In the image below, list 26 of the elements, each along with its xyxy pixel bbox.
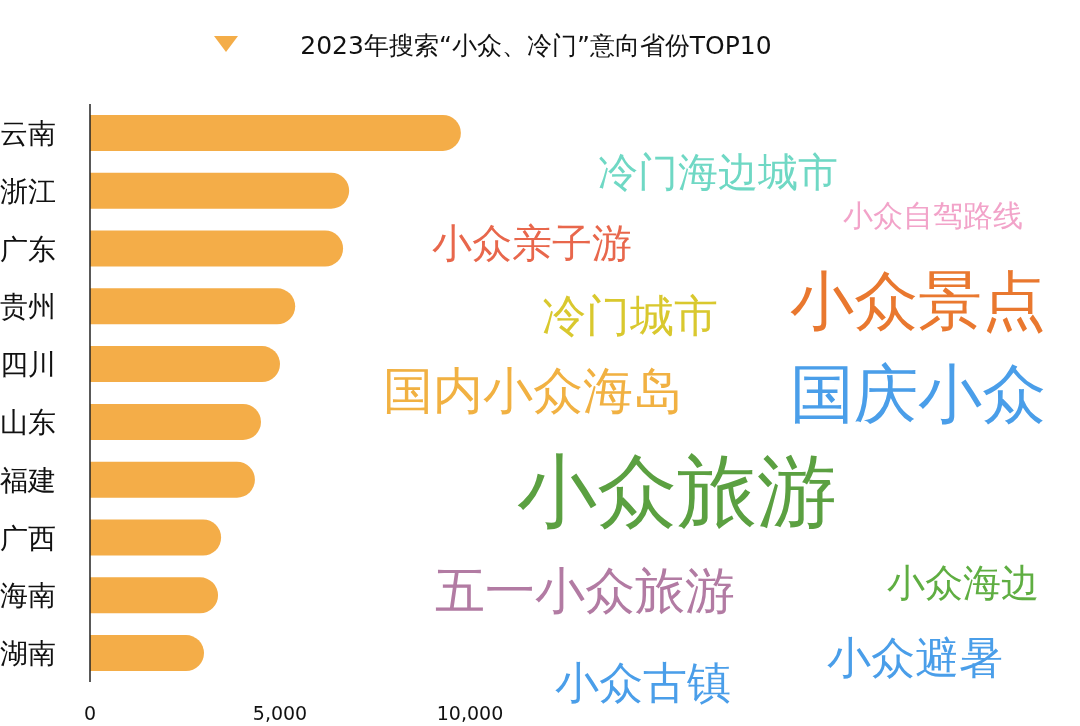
text: 小众景点	[790, 264, 1046, 339]
y-tick-label: 云南	[0, 116, 56, 150]
text: 冷门海边城市	[598, 149, 838, 196]
y-tick-label: 浙江	[0, 174, 56, 208]
annotation: 国内小众海岛	[383, 362, 683, 420]
x-tick-label: 5,000	[252, 702, 308, 724]
text: 冷门城市	[542, 289, 718, 341]
y-tick-label: 四川	[0, 348, 56, 382]
y-tick-label: 山东	[0, 405, 56, 439]
y-tick-label: 广西	[0, 521, 56, 555]
text: 2023年搜索“小众、冷门”意向省份TOP10	[300, 31, 772, 60]
text: 小众自驾路线	[843, 197, 1023, 233]
annotation: 小众亲子游	[432, 220, 632, 267]
text: 国庆小众	[790, 357, 1046, 432]
x-tick-label: 10,000	[436, 702, 504, 724]
y-tick-label: 福建	[0, 463, 56, 497]
y-tick-label: 海南	[0, 579, 56, 613]
x-tick-label: 0	[83, 702, 97, 724]
y-tick-label: 湖南	[0, 637, 56, 671]
text: 小众古镇	[555, 656, 731, 708]
y-tick-label: 贵州	[0, 290, 56, 324]
text: 小众海边	[887, 560, 1039, 605]
annotation: 五一小众旅游	[435, 562, 735, 620]
text: 小众避暑	[827, 631, 1003, 683]
y-tick-label: 广东	[0, 232, 56, 266]
text: 小众旅游	[517, 444, 837, 538]
